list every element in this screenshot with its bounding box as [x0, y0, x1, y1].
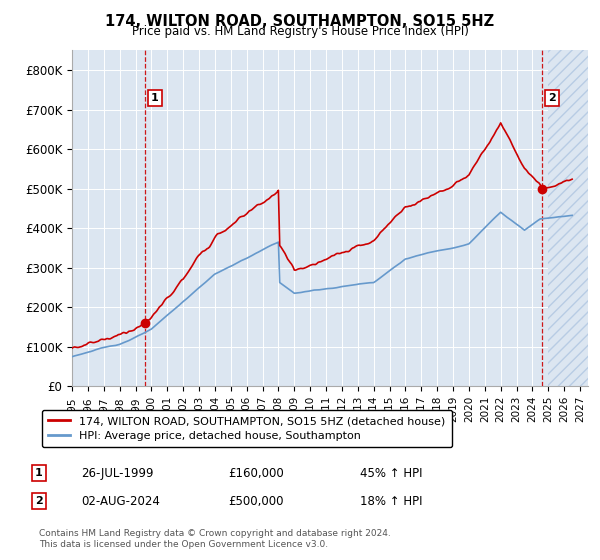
Text: 174, WILTON ROAD, SOUTHAMPTON, SO15 5HZ: 174, WILTON ROAD, SOUTHAMPTON, SO15 5HZ [106, 14, 494, 29]
Text: 2: 2 [35, 496, 43, 506]
Text: £500,000: £500,000 [228, 494, 284, 508]
Bar [548, 50, 588, 386]
Legend: 174, WILTON ROAD, SOUTHAMPTON, SO15 5HZ (detached house), HPI: Average price, de: 174, WILTON ROAD, SOUTHAMPTON, SO15 5HZ … [41, 409, 452, 447]
Text: 26-JUL-1999: 26-JUL-1999 [81, 466, 154, 480]
Text: 02-AUG-2024: 02-AUG-2024 [81, 494, 160, 508]
Text: 18% ↑ HPI: 18% ↑ HPI [360, 494, 422, 508]
Text: £160,000: £160,000 [228, 466, 284, 480]
Text: 1: 1 [35, 468, 43, 478]
Text: 2: 2 [548, 93, 556, 103]
Text: 45% ↑ HPI: 45% ↑ HPI [360, 466, 422, 480]
Text: 1: 1 [151, 93, 159, 103]
Text: Price paid vs. HM Land Registry's House Price Index (HPI): Price paid vs. HM Land Registry's House … [131, 25, 469, 38]
Text: Contains HM Land Registry data © Crown copyright and database right 2024.
This d: Contains HM Land Registry data © Crown c… [39, 529, 391, 549]
